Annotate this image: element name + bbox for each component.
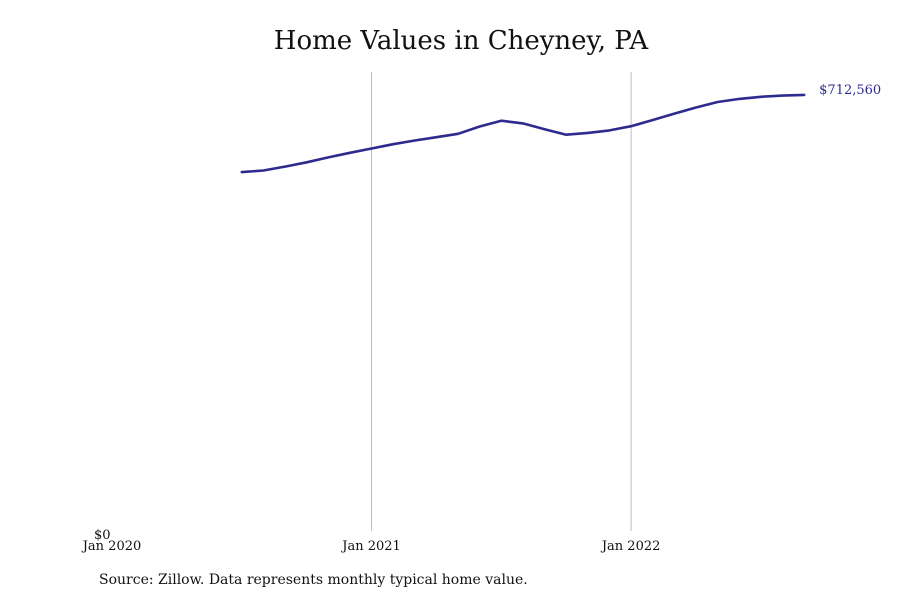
- x-tick-label: Jan 2022: [600, 539, 661, 554]
- series-line: [240, 93, 806, 174]
- chart-title: Home Values in Cheyney, PA: [273, 26, 649, 56]
- end-value-label: $712,560: [819, 83, 881, 98]
- x-tick-label: Jan 2020: [81, 539, 142, 554]
- x-tick-label: Jan 2021: [340, 539, 401, 554]
- source-note: Source: Zillow. Data represents monthly …: [99, 572, 528, 588]
- label-layer: Jan 2020 Jan 2021 Jan 2022 $0 $712,560: [81, 83, 881, 554]
- series-layer: [240, 93, 806, 174]
- y-tick-label: $0: [94, 528, 111, 543]
